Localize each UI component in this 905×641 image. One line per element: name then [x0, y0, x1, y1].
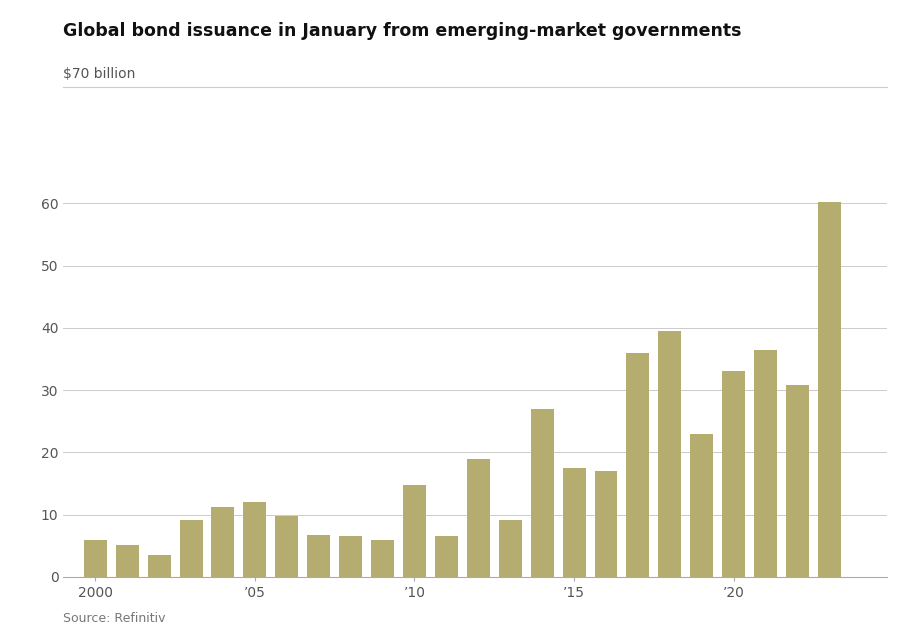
Bar: [530, 409, 554, 577]
Bar: [563, 468, 586, 577]
Bar: [116, 544, 138, 577]
Bar: [84, 540, 107, 577]
Bar: [499, 520, 521, 577]
Bar: [243, 502, 266, 577]
Bar: [658, 331, 681, 577]
Bar: [786, 385, 809, 577]
Bar: [148, 555, 171, 577]
Bar: [179, 520, 203, 577]
Bar: [467, 458, 490, 577]
Bar: [722, 371, 745, 577]
Bar: [371, 540, 394, 577]
Bar: [212, 507, 234, 577]
Bar: [403, 485, 426, 577]
Bar: [435, 537, 458, 577]
Text: Source: Refinitiv: Source: Refinitiv: [63, 612, 166, 625]
Text: $70 billion: $70 billion: [63, 67, 136, 81]
Bar: [307, 535, 330, 577]
Bar: [275, 516, 299, 577]
Bar: [595, 471, 617, 577]
Bar: [818, 202, 841, 577]
Bar: [626, 353, 650, 577]
Text: Global bond issuance in January from emerging-market governments: Global bond issuance in January from eme…: [63, 22, 742, 40]
Bar: [339, 537, 362, 577]
Bar: [754, 349, 777, 577]
Bar: [691, 434, 713, 577]
